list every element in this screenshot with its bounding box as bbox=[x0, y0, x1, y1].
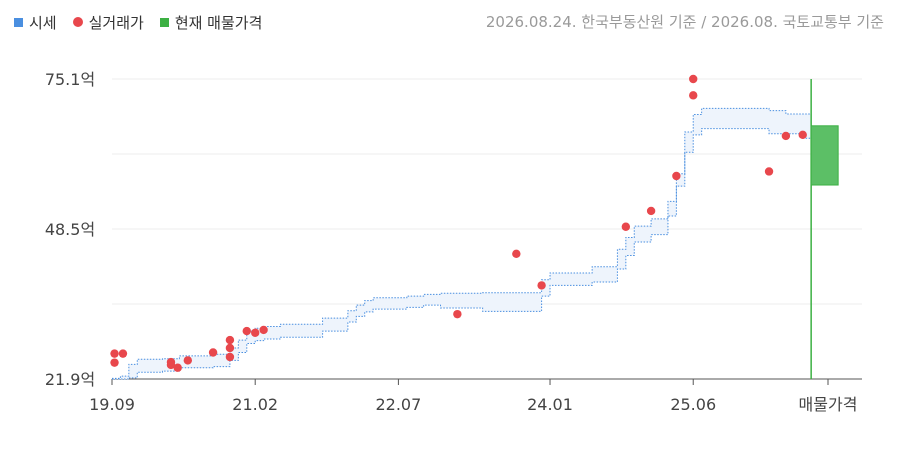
x-tick-label: 21.02 bbox=[232, 395, 278, 414]
transaction-point bbox=[225, 335, 235, 345]
transaction-point bbox=[225, 352, 235, 362]
transaction-point bbox=[208, 348, 218, 357]
transaction-point bbox=[453, 309, 462, 319]
transaction-point bbox=[537, 281, 546, 290]
current-listing-range-bar bbox=[810, 125, 839, 186]
data-source-basis: 2026.08.24. 한국부동산원 기준 / 2026.08. 국토교통부 기… bbox=[485, 13, 884, 31]
x-tick-label: 22.07 bbox=[375, 395, 421, 414]
transaction-point bbox=[512, 249, 521, 259]
transaction-point bbox=[173, 363, 182, 372]
transaction-point bbox=[689, 74, 698, 84]
actual-transaction-swatch-icon bbox=[72, 17, 83, 27]
y-tick-label: 75.1억 bbox=[45, 70, 95, 89]
transaction-point bbox=[646, 206, 656, 216]
legend-item-actual-transaction[interactable]: 실거래가 bbox=[72, 12, 144, 33]
transaction-point bbox=[259, 325, 268, 335]
transaction-point bbox=[798, 130, 807, 140]
transaction-point bbox=[621, 222, 631, 231]
transaction-point bbox=[781, 131, 791, 141]
legend-label-current-listing: 현재 매물가격 bbox=[174, 13, 263, 32]
x-tick-label: 매물가격 bbox=[799, 395, 858, 414]
y-tick-label: 48.5억 bbox=[45, 220, 95, 239]
legend-item-current-listing[interactable]: 현재 매물가격 bbox=[159, 12, 263, 33]
transaction-point bbox=[225, 343, 235, 353]
transaction-point bbox=[183, 356, 193, 365]
transaction-point bbox=[166, 360, 176, 370]
transaction-point bbox=[672, 171, 681, 181]
transaction-point bbox=[110, 349, 119, 358]
x-tick-label: 25.06 bbox=[670, 395, 716, 414]
transaction-point bbox=[689, 91, 698, 100]
market-price-lower-line bbox=[112, 128, 812, 380]
x-tick-label: 19.09 bbox=[89, 395, 135, 414]
market-price-swatch-icon bbox=[14, 17, 23, 27]
transaction-point bbox=[764, 167, 774, 176]
x-tick-label: 24.01 bbox=[527, 395, 573, 414]
transaction-point bbox=[118, 349, 128, 358]
chart-legend: 시세 실거래가 현재 매물가격 bbox=[14, 10, 262, 34]
legend-item-market-price[interactable]: 시세 bbox=[14, 12, 57, 33]
current-listing-swatch-icon bbox=[159, 17, 169, 27]
transaction-point bbox=[251, 328, 260, 337]
legend-label-market-price: 시세 bbox=[29, 13, 57, 32]
legend-label-actual-transaction: 실거래가 bbox=[88, 13, 144, 32]
transaction-point bbox=[242, 326, 251, 336]
transaction-point bbox=[110, 358, 119, 367]
market-price-band-area bbox=[112, 108, 812, 380]
y-tick-label: 21.9억 bbox=[45, 370, 95, 389]
market-price-upper-line bbox=[112, 107, 812, 379]
